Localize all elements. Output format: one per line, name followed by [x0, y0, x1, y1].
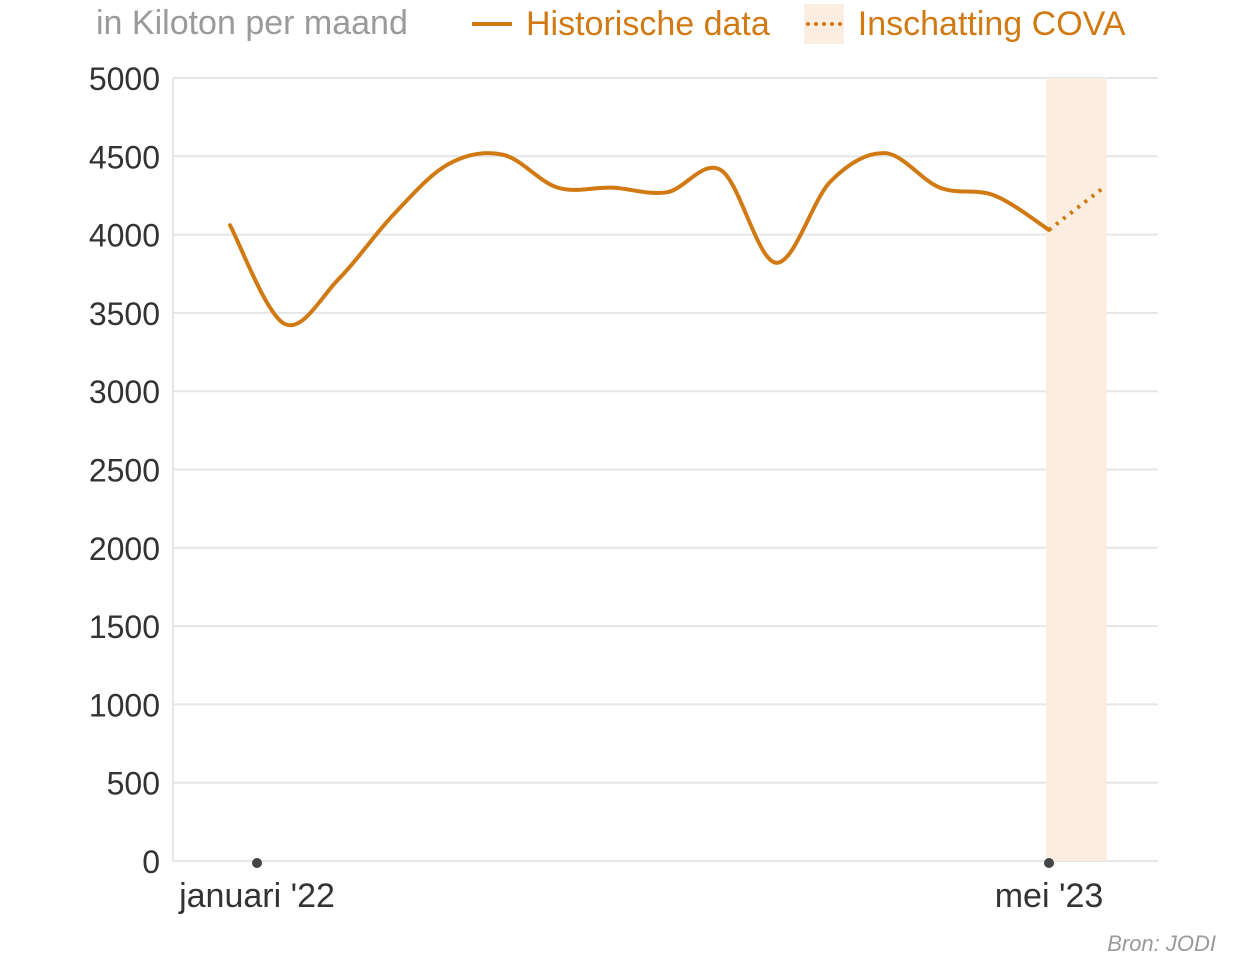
legend: Historische data Inschatting COVA: [472, 4, 1126, 44]
y-tick-label-500: 500: [107, 766, 160, 802]
gridlines: [173, 77, 1158, 862]
y-tick-label-4500: 4500: [89, 139, 160, 175]
estimate-band-rect: [1046, 78, 1107, 861]
source-note: Bron: JODI: [1107, 931, 1216, 956]
y-tick-label-1500: 1500: [89, 609, 160, 645]
y-tick-label-1000: 1000: [89, 687, 160, 723]
y-tick-label-3000: 3000: [89, 374, 160, 410]
x-tick-dot-0: [252, 858, 262, 868]
x-tick-dot-15: [1044, 858, 1054, 868]
y-axis: 0 500 1000 1500 2000 2500 3000 3500 4000 4500 5000: [89, 61, 174, 880]
series-line-historic: [228, 151, 1051, 328]
x-tick-label-0: januari '22: [178, 877, 335, 915]
y-tick-label-4000: 4000: [89, 218, 160, 254]
series-lines: [228, 151, 1105, 328]
legend-solid-line-icon: [472, 22, 512, 26]
legend-dotted-line-icon: [803, 4, 844, 44]
legend-item-estimate: Inschatting COVA: [770, 4, 1126, 44]
x-tick-label-15: mei '23: [995, 877, 1104, 915]
legend-item-historic: Historische data: [472, 5, 770, 44]
unit-label: in Kiloton per maand: [96, 4, 408, 42]
x-axis: januari '22 mei '23: [178, 858, 1103, 915]
series-line-estimate: [1047, 186, 1105, 232]
y-tick-label-2000: 2000: [89, 531, 160, 567]
legend-label-historic: Historische data: [526, 4, 770, 43]
y-tick-label-3500: 3500: [89, 296, 160, 332]
y-tick-label-5000: 5000: [89, 61, 160, 97]
legend-label-estimate: Inschatting COVA: [857, 4, 1126, 43]
estimate-band: [1046, 78, 1107, 861]
y-tick-label-0: 0: [142, 844, 160, 880]
y-tick-label-2500: 2500: [89, 453, 160, 489]
